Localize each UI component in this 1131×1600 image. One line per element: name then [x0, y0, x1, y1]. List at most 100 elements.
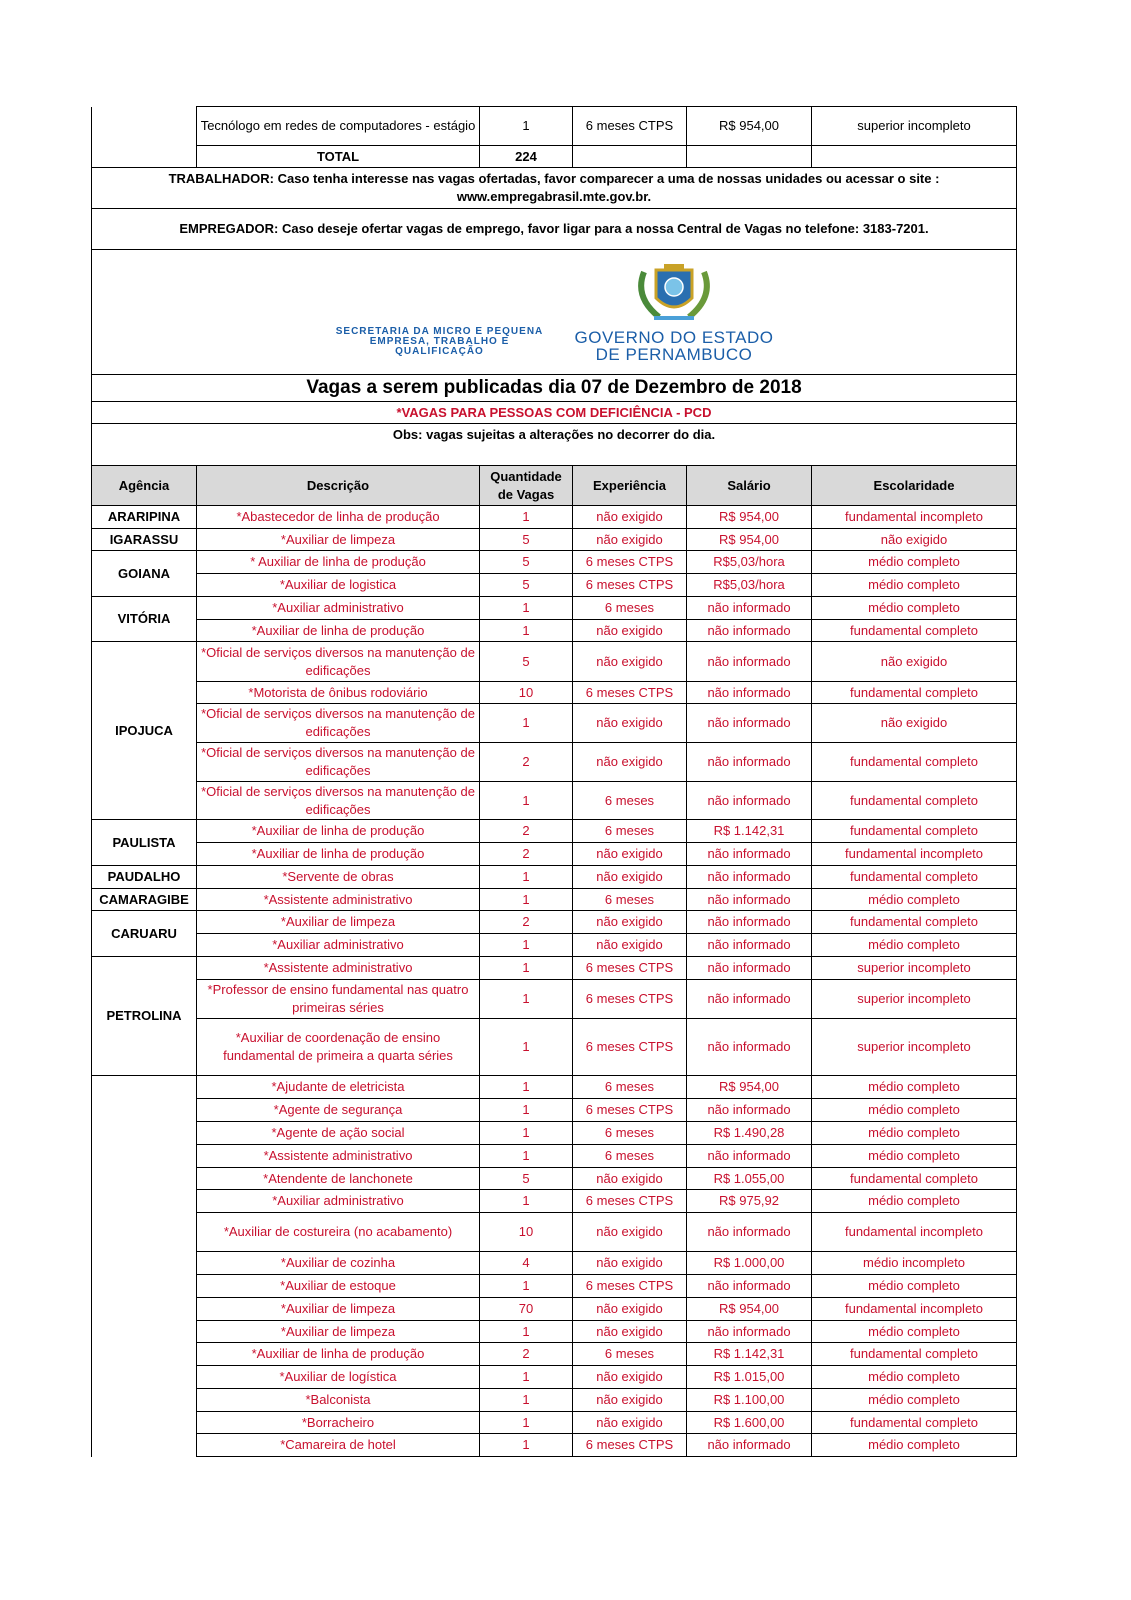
agency-cell: IPOJUCA	[91, 641, 197, 820]
table-row: CARUARU *Auxiliar de limpeza 2 não exigido n…	[91, 910, 1017, 957]
experience-cell: 6 meses	[572, 1144, 687, 1168]
pcd-note: *VAGAS PARA PESSOAS COM DEFICIÊNCIA - PC…	[91, 401, 1017, 424]
salary-cell: não informado	[686, 619, 812, 642]
quantity-cell: 1	[479, 1388, 573, 1412]
agency-cell: GOIANA	[91, 550, 197, 597]
salary-cell: R$ 975,92	[686, 1189, 812, 1213]
quantity-cell: 2	[479, 842, 573, 866]
experience-cell: não exigido	[572, 1212, 687, 1252]
table-row: *Professor de ensino fundamental nas qua…	[92, 979, 1017, 1019]
quantity-cell: 2	[479, 910, 573, 934]
education-cell: médio completo	[811, 1075, 1017, 1099]
salary-cell: não informado	[686, 1212, 812, 1252]
quantity-cell: 1	[479, 1144, 573, 1168]
table-row: ARARIPINA *Abastecedor de linha de produç…	[91, 505, 1017, 529]
education-cell: médio completo	[811, 888, 1017, 911]
education-cell: médio completo	[811, 550, 1017, 574]
salary-cell: R$ 1.015,00	[686, 1365, 812, 1389]
page-title: Vagas a serem publicadas dia 07 de Dezem…	[91, 374, 1017, 402]
trabalhador-notice: TRABALHADOR: Caso tenha interesse nas va…	[91, 167, 1017, 209]
experience-cell: não exigido	[572, 910, 687, 934]
quantity-cell: 1	[479, 1075, 573, 1099]
experience-cell: 6 meses	[572, 781, 687, 820]
description-cell: *Agente de ação social	[196, 1121, 480, 1145]
table-row: IGARASSU *Auxiliar de limpeza 5 não exigido…	[91, 528, 1017, 551]
education-cell: médio completo	[811, 573, 1017, 597]
experience-cell: não exigido	[572, 842, 687, 866]
education-cell: não exigido	[811, 528, 1017, 551]
experience-cell: não exigido	[572, 865, 687, 889]
salary-cell: não informado	[686, 933, 812, 957]
empregador-notice: EMPREGADOR: Caso deseje ofertar vagas de…	[91, 208, 1017, 250]
table-row: *Ajudante de eletricista 1 6 meses R$ 954,0…	[91, 1075, 1017, 1457]
experience-cell: não exigido	[572, 505, 687, 529]
experience-cell: não exigido	[572, 1411, 687, 1434]
experience-cell: 6 meses CTPS	[572, 573, 687, 597]
header-quantidade: Quantidade de Vagas	[479, 465, 573, 506]
salary-cell: R$ 954,00	[686, 528, 812, 551]
salary-cell: não informado	[686, 1144, 812, 1168]
education-cell: fundamental completo	[811, 910, 1017, 934]
table-row: *Auxiliar administrativo 1 não exigido não …	[92, 933, 1017, 957]
quantity-cell: 1	[479, 888, 573, 911]
experience-cell: não exigido	[572, 703, 687, 743]
experience-cell: 6 meses	[572, 1342, 687, 1366]
description-cell: *Assistente administrativo	[196, 956, 480, 980]
agency-cell: IGARASSU	[91, 528, 197, 551]
education-cell: médio completo	[811, 1189, 1017, 1213]
education-cell: fundamental completo	[811, 742, 1017, 782]
header-escolaridade: Escolaridade	[811, 465, 1017, 506]
education-cell: médio completo	[811, 1320, 1017, 1343]
table-row: *Oficial de serviços diversos na manuten…	[92, 742, 1017, 782]
description-cell: *Balconista	[196, 1388, 480, 1412]
table-row: *Agente de segurança 1 6 meses CTPS não inf…	[92, 1098, 1017, 1122]
experience-cell: 6 meses CTPS	[572, 106, 687, 146]
education-cell: superior incompleto	[811, 106, 1017, 146]
experience-cell: não exigido	[572, 619, 687, 642]
header-agencia: Agência	[91, 465, 197, 506]
education-cell: médio completo	[811, 1098, 1017, 1122]
description-cell: *Auxiliar de logistica	[196, 573, 480, 597]
description-cell: *Assistente administrativo	[196, 1144, 480, 1168]
header-row: Agência Descrição Quantidade de Vagas Ex…	[91, 465, 1017, 506]
education-cell: fundamental incompleto	[811, 505, 1017, 529]
education-cell: fundamental completo	[811, 681, 1017, 704]
experience-cell: 6 meses CTPS	[572, 1189, 687, 1213]
description-cell: *Servente de obras	[196, 865, 480, 889]
education-cell: fundamental completo	[811, 1411, 1017, 1434]
agency-cell: PAUDALHO	[91, 865, 197, 889]
table-row: *Camareira de hotel 1 6 meses CTPS não info…	[92, 1433, 1017, 1457]
salary-cell: R$ 1.055,00	[686, 1167, 812, 1190]
education-cell: fundamental completo	[811, 619, 1017, 642]
quantity-cell: 2	[479, 819, 573, 843]
description-cell: *Auxiliar de logística	[196, 1365, 480, 1389]
description-cell: *Assistente administrativo	[196, 888, 480, 911]
experience-cell: não exigido	[572, 742, 687, 782]
salary-cell: não informado	[686, 910, 812, 934]
table-row: *Borracheiro 1 não exigido R$ 1.600,00 funda…	[92, 1411, 1017, 1434]
salary-cell: não informado	[686, 979, 812, 1019]
salary-cell: R$ 1.142,31	[686, 1342, 812, 1366]
experience-cell: 6 meses CTPS	[572, 1274, 687, 1298]
quantity-cell: 5	[479, 573, 573, 597]
header-descricao: Descrição	[196, 465, 480, 506]
salary-cell: não informado	[686, 1274, 812, 1298]
description-cell: *Oficial de serviços diversos na manuten…	[196, 641, 480, 682]
table-row: PETROLINA *Assistente administrativo 1 6 me…	[91, 956, 1017, 1076]
table-row: *Auxiliar de linha de produção 1 não exigi…	[92, 619, 1017, 642]
table-row: *Auxiliar de costureira (no acabamento) 1…	[92, 1212, 1017, 1252]
experience-cell: não exigido	[572, 1320, 687, 1343]
table-row: *Oficial de serviços diversos na manuten…	[92, 703, 1017, 743]
agency-cell: CAMARAGIBE	[91, 888, 197, 911]
agency-cell: PETROLINA	[91, 956, 197, 1076]
description-cell: *Atendente de lanchonete	[196, 1167, 480, 1190]
quantity-cell: 2	[479, 1342, 573, 1366]
agency-cell: ARARIPINA	[91, 505, 197, 529]
table-row: *Oficial de serviços diversos na manuten…	[92, 781, 1017, 820]
salary-cell: R$ 1.600,00	[686, 1411, 812, 1434]
description-cell: *Auxiliar administrativo	[196, 1189, 480, 1213]
table-row: *Balconista 1 não exigido R$ 1.100,00 médio …	[92, 1388, 1017, 1412]
quantity-cell: 5	[479, 528, 573, 551]
quantity-cell: 1	[479, 1365, 573, 1389]
experience-cell: 6 meses	[572, 1121, 687, 1145]
